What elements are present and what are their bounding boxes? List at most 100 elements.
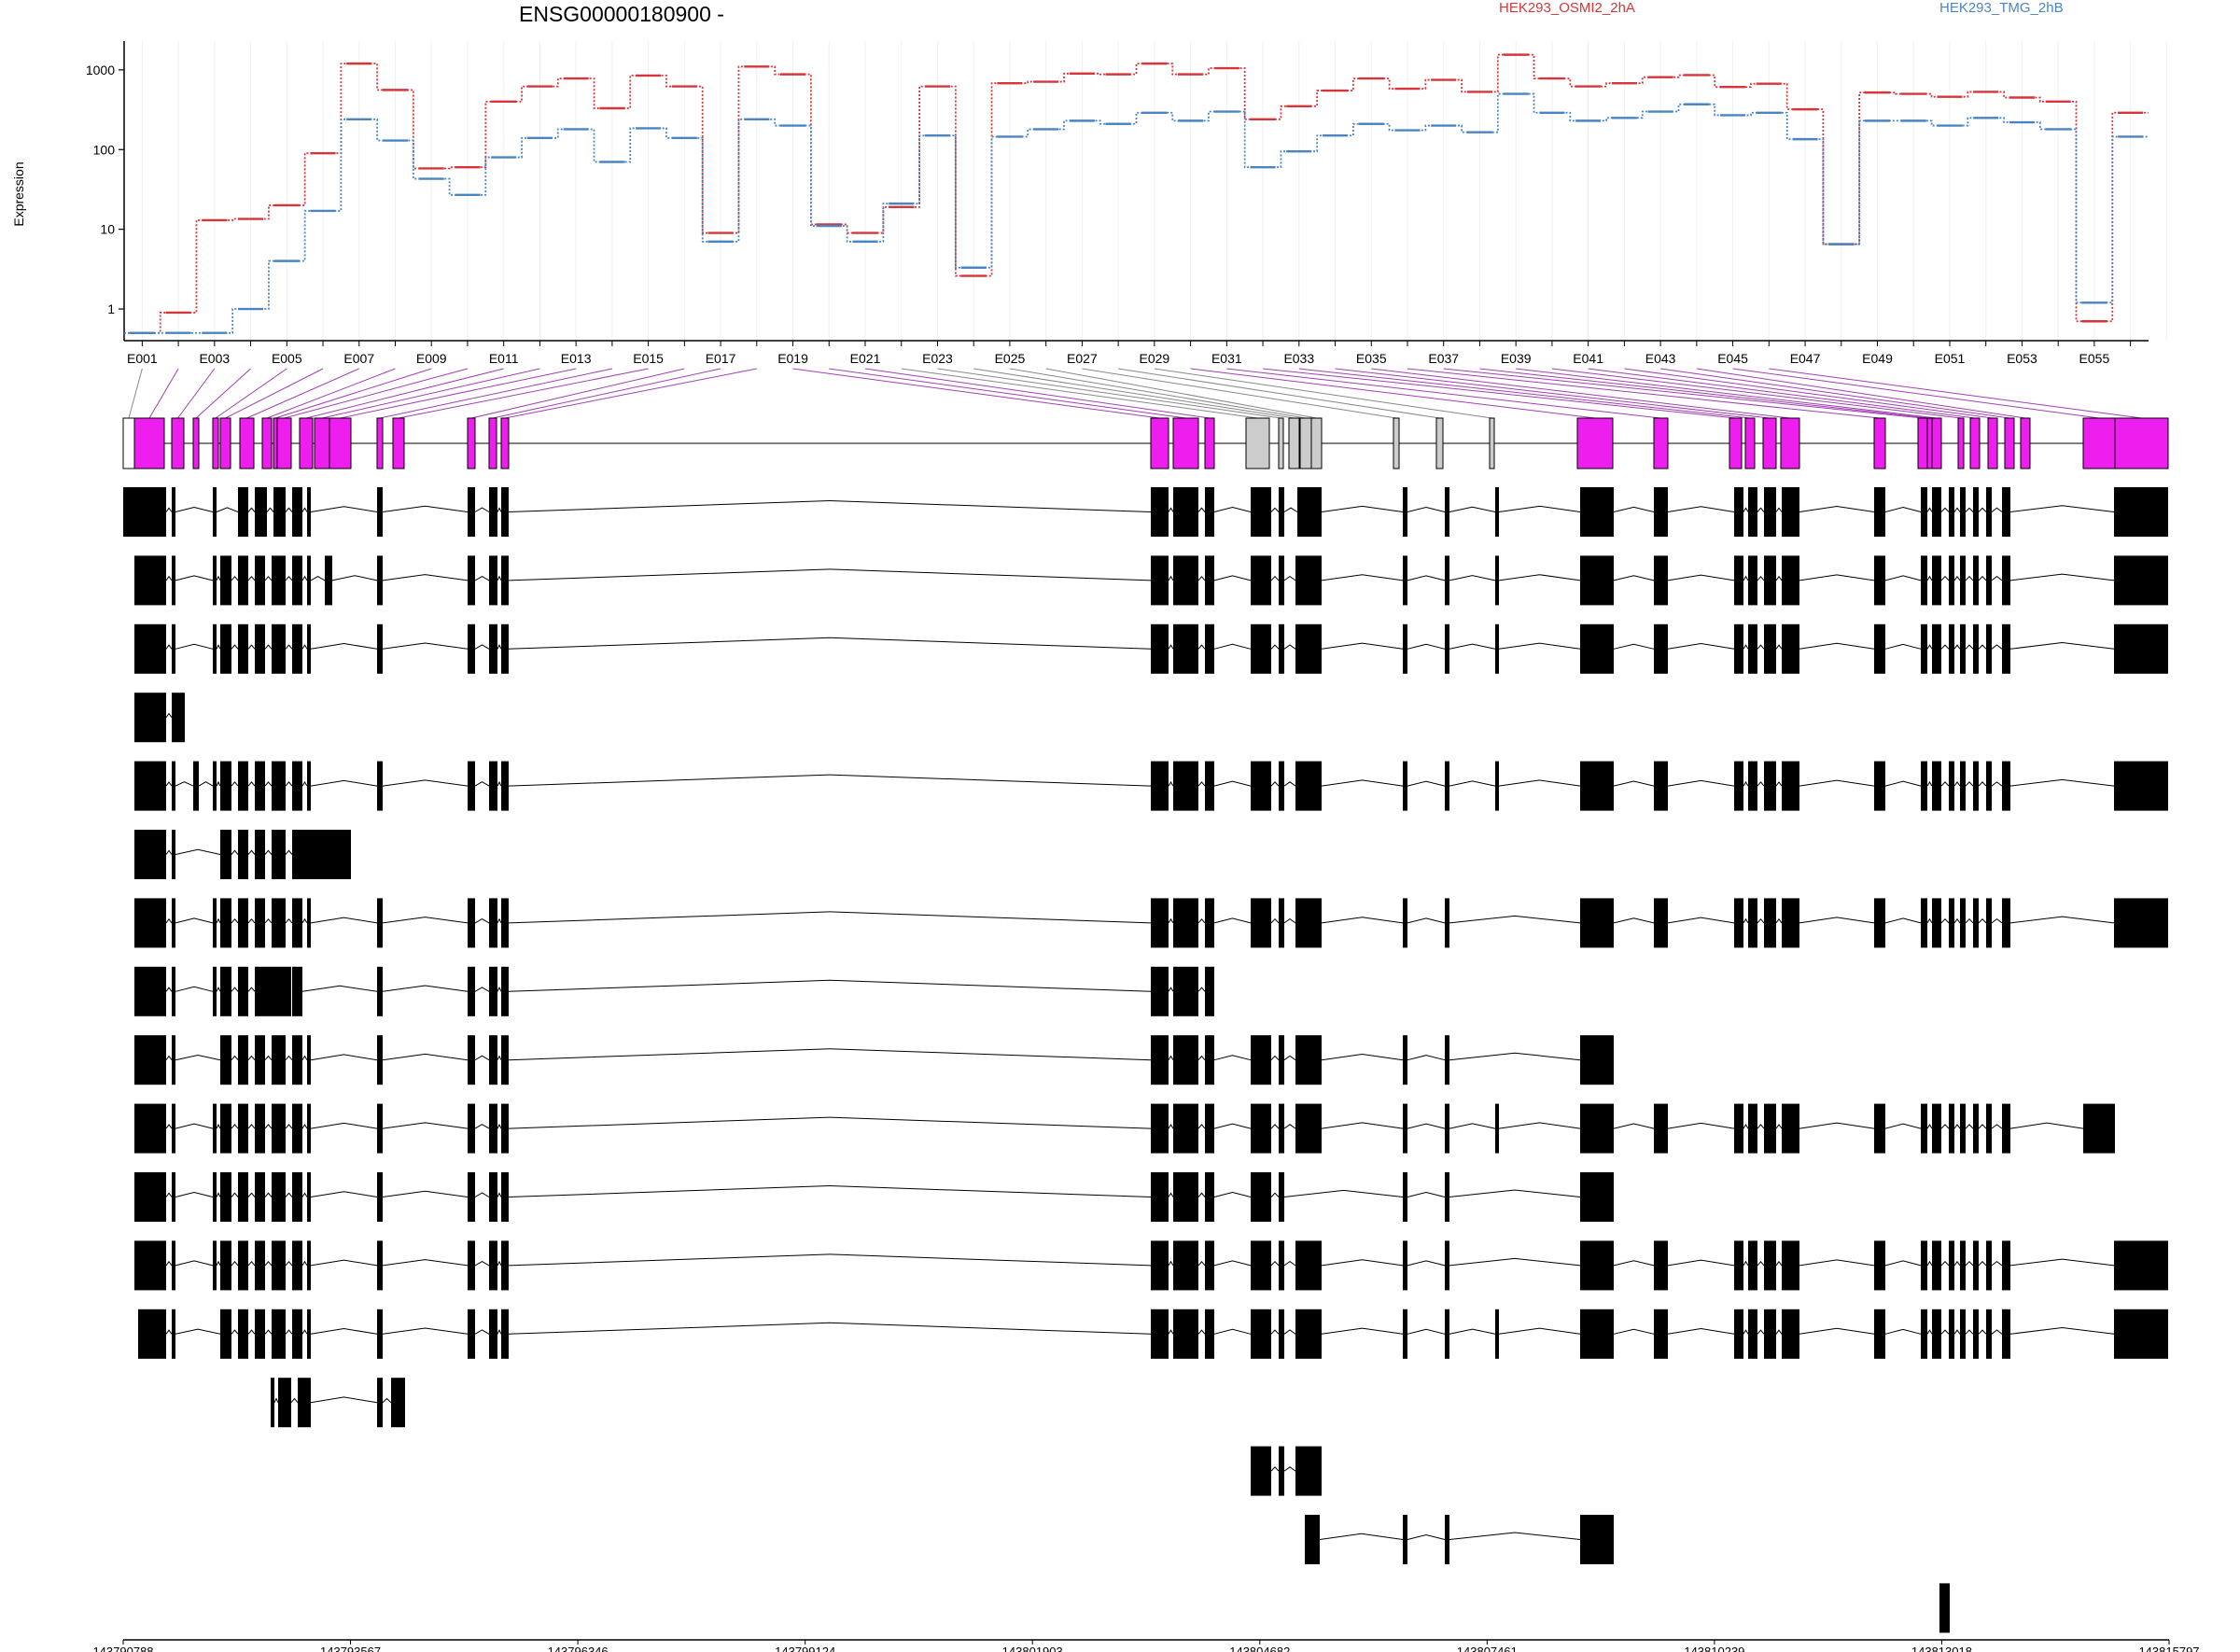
intron-line: [301, 644, 308, 650]
intron-line: [165, 507, 173, 512]
transcript-exon: [1580, 1240, 1614, 1291]
transcript-exon: [377, 761, 383, 811]
transcript-exon: [1279, 555, 1284, 606]
transcript-exon: [1748, 487, 1757, 537]
intron-line: [301, 1260, 308, 1267]
intron-line: [508, 1048, 1152, 1061]
transcript-track: [138, 1309, 2168, 1359]
transcript-exon: [302, 830, 351, 879]
transcript-exon: [501, 898, 509, 948]
intron-line: [1991, 1124, 2003, 1129]
intron-line: [1965, 781, 1974, 787]
intron-line: [1270, 1466, 1280, 1472]
intron-line: [1940, 781, 1950, 787]
intron-line: [1926, 1260, 1933, 1267]
intron-line: [1884, 780, 1922, 787]
intron-line: [247, 644, 256, 650]
transcript-track: [134, 1035, 1614, 1085]
exon-label: E009: [416, 351, 447, 366]
exon-connector: [128, 368, 143, 419]
intron-line: [1757, 781, 1765, 787]
transcript-track: [1939, 1583, 1950, 1633]
intron-line: [290, 1397, 299, 1404]
intron-line: [1321, 1259, 1404, 1267]
transcript-exon: [1173, 966, 1198, 1016]
intron-line: [310, 1054, 378, 1061]
transcript-exon: [1580, 555, 1614, 606]
intron-line: [1775, 1329, 1783, 1335]
intron-line: [1991, 781, 2003, 787]
intron-line: [1449, 1257, 1581, 1267]
transcript-exon: [468, 898, 475, 948]
intron-line: [1884, 917, 1922, 924]
transcript-exon: [1986, 623, 1992, 674]
intron-line: [1978, 644, 1987, 650]
intron-line: [231, 849, 239, 855]
transcript-exon: [2114, 1309, 2168, 1359]
intron-line: [1667, 574, 1735, 581]
intron-line: [497, 1329, 502, 1335]
transcript-exon: [489, 1172, 497, 1222]
transcript-exon: [468, 623, 475, 674]
intron-line: [1953, 917, 1961, 924]
transcript-exon: [1295, 1240, 1322, 1291]
exon-connector: [340, 368, 577, 419]
transcript-exon: [501, 1103, 509, 1154]
intron-line: [1991, 644, 2003, 650]
transcript-exon: [292, 555, 302, 606]
intron-line: [1743, 781, 1749, 787]
transcript-exon: [271, 1378, 274, 1428]
transcript-exon: [292, 1172, 302, 1222]
transcript-exon: [1932, 1103, 1941, 1154]
intron-line: [1283, 1055, 1296, 1061]
transcript-exon: [1654, 1309, 1668, 1359]
intron-line: [247, 1329, 256, 1335]
transcript-exon: [272, 1172, 286, 1222]
intron-line: [1449, 1052, 1581, 1061]
coordinate-tick-label: 143796346: [548, 1645, 609, 1652]
transcript-exon: [501, 1240, 509, 1291]
intron-line: [1757, 575, 1765, 581]
exon-bin: [392, 417, 405, 469]
intron-line: [474, 507, 490, 512]
transcript-exon: [1151, 1172, 1169, 1222]
transcript-exon: [220, 1240, 231, 1291]
transcript-exon: [1874, 761, 1885, 811]
intron-line: [1775, 1124, 1783, 1129]
transcript-exon: [307, 1240, 311, 1291]
intron-line: [266, 507, 274, 512]
intron-line: [165, 1329, 173, 1335]
transcript-exon: [134, 555, 166, 606]
exon-label: E001: [127, 351, 158, 366]
transcript-exon: [238, 623, 248, 674]
transcript-exon: [1960, 555, 1966, 606]
intron-line: [310, 917, 378, 924]
intron-line: [1197, 1055, 1206, 1061]
intron-line: [1270, 1055, 1280, 1061]
intron-line: [216, 780, 221, 787]
intron-line: [285, 1124, 293, 1129]
exon-connector: [1732, 368, 2100, 419]
intron-line: [310, 1122, 378, 1129]
intron-line: [1449, 780, 1496, 787]
intron-line: [264, 575, 273, 581]
intron-line: [1743, 1124, 1749, 1129]
exon-connector: [792, 368, 1160, 419]
intron-line: [1940, 1260, 1950, 1267]
intron-line: [1319, 1533, 1404, 1540]
intron-line: [1197, 1192, 1206, 1197]
exon-connector: [937, 368, 1281, 419]
transcript-exon: [172, 1035, 175, 1085]
transcript-track: [134, 1103, 2115, 1154]
transcript-exon: [1445, 487, 1449, 537]
intron-line: [1283, 1329, 1296, 1335]
exon-bin: [239, 417, 255, 469]
transcript-exon: [272, 1035, 286, 1085]
intron-line: [382, 574, 469, 581]
transcript-exon: [1205, 1309, 1214, 1359]
transcript-exon: [1734, 1309, 1743, 1359]
exon-bin: [1150, 417, 1169, 469]
transcript-exon: [1782, 898, 1799, 948]
exon-bin: [1288, 417, 1300, 469]
transcript-tracks: [123, 487, 2168, 1633]
